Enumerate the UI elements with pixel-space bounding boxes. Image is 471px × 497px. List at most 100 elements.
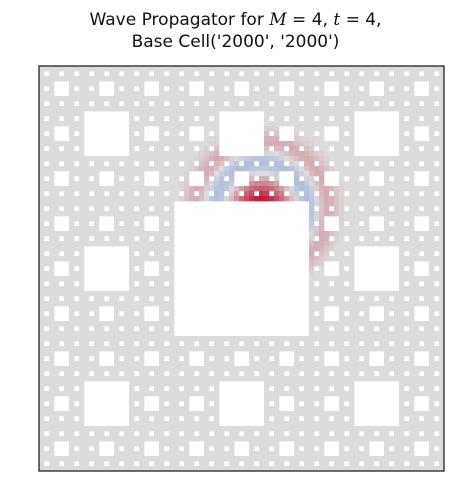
- heatmap-cell: [374, 96, 380, 102]
- heatmap-cell: [89, 216, 95, 222]
- heatmap-cell: [364, 351, 370, 357]
- heatmap-cell: [39, 71, 45, 77]
- heatmap-cell: [214, 136, 220, 142]
- heatmap-cell: [354, 426, 360, 432]
- heatmap-cell: [279, 456, 285, 462]
- heatmap-cell: [404, 321, 410, 327]
- heatmap-cell: [324, 186, 330, 192]
- heatmap-cell: [369, 346, 375, 352]
- heatmap-cell: [74, 436, 80, 442]
- heatmap-cell: [359, 321, 365, 327]
- heatmap-cell: [124, 96, 130, 102]
- heatmap-cell: [369, 241, 375, 247]
- heatmap-cell: [284, 376, 290, 382]
- heatmap-cell: [109, 321, 115, 327]
- heatmap-cell: [364, 306, 370, 312]
- heatmap-cell: [149, 331, 155, 337]
- heatmap-cell: [139, 421, 145, 427]
- heatmap-cell: [234, 186, 240, 192]
- heatmap-cell: [119, 441, 125, 447]
- heatmap-cell: [419, 241, 425, 247]
- heatmap-cell: [399, 291, 405, 297]
- heatmap-cell: [224, 441, 230, 447]
- heatmap-cell: [369, 166, 375, 172]
- heatmap-cell: [134, 186, 140, 192]
- heatmap-cell: [74, 466, 80, 472]
- heatmap-cell: [364, 96, 370, 102]
- heatmap-cell: [69, 386, 75, 392]
- heatmap-cell: [44, 121, 50, 127]
- heatmap-cell: [409, 126, 415, 132]
- heatmap-cell: [319, 301, 325, 307]
- heatmap-cell: [414, 211, 420, 217]
- heatmap-cell: [364, 186, 370, 192]
- heatmap-cell: [199, 426, 205, 432]
- heatmap-cell: [254, 456, 260, 462]
- heatmap-cell: [309, 291, 315, 297]
- heatmap-cell: [84, 171, 90, 177]
- heatmap-cell: [224, 436, 230, 442]
- heatmap-cell: [304, 71, 310, 77]
- heatmap-cell: [439, 291, 445, 297]
- heatmap-cell: [354, 321, 360, 327]
- heatmap-cell: [129, 351, 135, 357]
- heatmap-cell: [64, 106, 70, 112]
- heatmap-cell: [314, 231, 320, 237]
- heatmap-cell: [69, 96, 75, 102]
- heatmap-cell: [159, 376, 165, 382]
- heatmap-cell: [399, 121, 405, 127]
- heatmap-cell: [239, 346, 245, 352]
- heatmap-cell: [274, 376, 280, 382]
- heatmap-cell: [344, 126, 350, 132]
- heatmap-cell: [204, 66, 210, 72]
- heatmap-cell: [79, 161, 85, 167]
- heatmap-cell: [104, 156, 110, 162]
- heatmap-cell: [399, 406, 405, 412]
- heatmap-cell: [44, 76, 50, 82]
- heatmap-cell: [79, 411, 85, 417]
- heatmap-cell: [159, 136, 165, 142]
- heatmap-cell: [94, 441, 100, 447]
- heatmap-cell: [99, 426, 105, 432]
- heatmap-cell: [179, 76, 185, 82]
- heatmap-cell: [354, 156, 360, 162]
- heatmap-cell: [109, 456, 115, 462]
- heatmap-cell: [409, 246, 415, 252]
- heatmap-cell: [424, 236, 430, 242]
- heatmap-cell: [54, 336, 60, 342]
- heatmap-cell: [319, 321, 325, 327]
- heatmap-cell: [429, 126, 435, 132]
- heatmap-cell: [399, 151, 405, 157]
- heatmap-cell: [49, 286, 55, 292]
- heatmap-cell: [174, 376, 180, 382]
- heatmap-cell: [164, 201, 170, 207]
- heatmap-cell: [384, 211, 390, 217]
- heatmap-cell: [119, 231, 125, 237]
- heatmap-cell: [439, 151, 445, 157]
- heatmap-cell: [339, 466, 345, 472]
- heatmap-cell: [139, 111, 145, 117]
- heatmap-cell: [69, 346, 75, 352]
- heatmap-cell: [159, 191, 165, 197]
- heatmap-cell: [414, 141, 420, 147]
- heatmap-cell: [319, 456, 325, 462]
- heatmap-cell: [234, 346, 240, 352]
- heatmap-cell: [389, 321, 395, 327]
- heatmap-cell: [409, 241, 415, 247]
- heatmap-cell: [414, 296, 420, 302]
- heatmap-cell: [259, 431, 265, 437]
- heatmap-cell: [384, 306, 390, 312]
- heatmap-cell: [289, 161, 295, 167]
- heatmap-cell: [314, 316, 320, 322]
- heatmap-cell: [74, 306, 80, 312]
- heatmap-cell: [319, 201, 325, 207]
- heatmap-cell: [219, 176, 225, 182]
- heatmap-cell: [249, 186, 255, 192]
- heatmap-cell: [429, 231, 435, 237]
- heatmap-cell: [84, 226, 90, 232]
- heatmap-cell: [69, 101, 75, 107]
- heatmap-cell: [184, 461, 190, 467]
- heatmap-cell: [189, 76, 195, 82]
- heatmap-cell: [254, 426, 260, 432]
- heatmap-cell: [164, 466, 170, 472]
